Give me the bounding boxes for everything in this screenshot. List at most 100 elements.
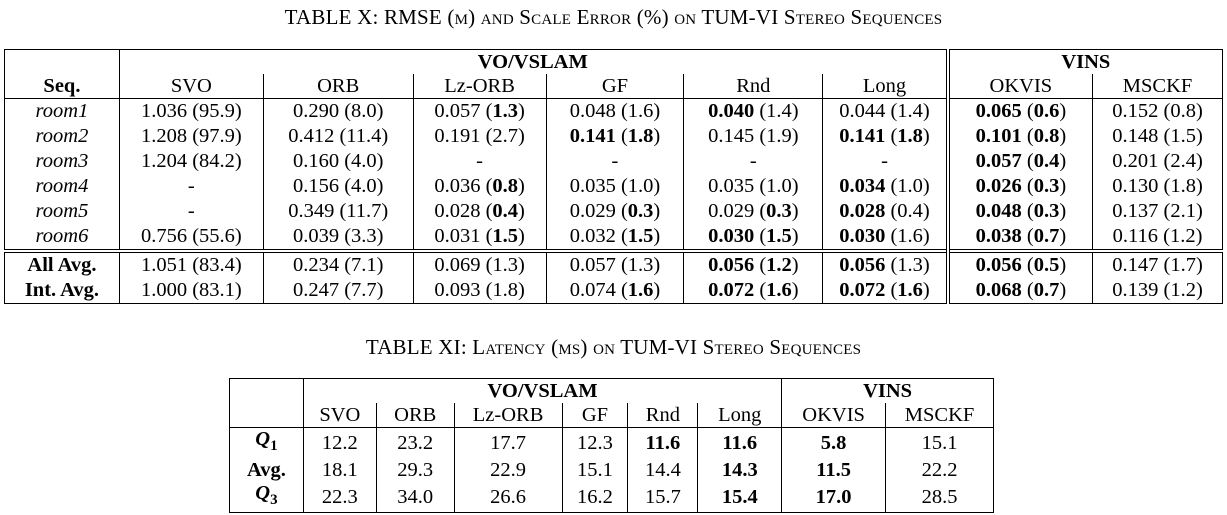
scale-error-value: 1.5 bbox=[766, 225, 792, 247]
table-cell: 0.234 (7.1) bbox=[262, 249, 414, 278]
scale-error-value: 0.7 bbox=[1033, 279, 1060, 301]
rmse-value: 0.072 bbox=[708, 279, 755, 301]
scale-error-value: 84.2 bbox=[199, 150, 235, 172]
scale-error-value: 0.4 bbox=[492, 200, 519, 222]
scale-error-value: 1.8 bbox=[492, 279, 519, 301]
scale-error-value: 1.3 bbox=[492, 100, 519, 122]
row-label-text: Avg. bbox=[246, 458, 286, 481]
seq-header: Seq. bbox=[4, 74, 120, 99]
missing-value: - bbox=[476, 150, 483, 172]
scale-error-value: 1.6 bbox=[897, 279, 923, 301]
rmse-value: 0.039 bbox=[292, 225, 340, 247]
scale-error-value: 11.4 bbox=[346, 125, 382, 147]
table-cell: 0.032 (1.5) bbox=[545, 224, 684, 251]
table-cell: - bbox=[119, 174, 263, 199]
rmse-value: 0.412 bbox=[288, 125, 335, 147]
column-header-rnd: Rnd bbox=[627, 403, 698, 428]
missing-value: - bbox=[187, 200, 195, 222]
rmse-value: 1.036 bbox=[140, 100, 188, 122]
table-cell: 0.044 (1.4) bbox=[822, 98, 948, 124]
rmse-value: 0.160 bbox=[292, 150, 340, 172]
rmse-value: 0.137 bbox=[1112, 200, 1159, 222]
latency-cell: 22.3 bbox=[321, 485, 358, 508]
table-cell: 1.036 (95.9) bbox=[119, 98, 264, 124]
rmse-value: 1.051 bbox=[140, 254, 188, 276]
summary-row: All Avg. 1.051 (83.4) 0.234 (7.1) 0.069 (1.… bbox=[4, 249, 1223, 278]
column-header-svo: SVO bbox=[170, 74, 212, 97]
column-header-msckf: MSCKF bbox=[1092, 74, 1223, 99]
table-cell: 0.036 (0.8) bbox=[412, 174, 547, 199]
missing-value: - bbox=[749, 150, 757, 172]
table-x-caption: TABLE X: RMSE (m) and Scale Error (%) on… bbox=[284, 5, 943, 29]
table-cell: 0.056 (1.2) bbox=[683, 249, 823, 278]
rmse-value: 0.044 bbox=[839, 100, 886, 122]
latency-cell: 29.3 bbox=[375, 458, 455, 483]
scale-error-value: 1.2 bbox=[1169, 225, 1196, 247]
rmse-value: 1.000 bbox=[140, 279, 188, 301]
rmse-value: 0.030 bbox=[839, 225, 886, 247]
sequence-label: room1 bbox=[4, 98, 120, 124]
latency-cell: 12.2 bbox=[303, 427, 377, 459]
table-cell: 0.048 (0.3) bbox=[945, 199, 1093, 224]
table-cell: 0.057 (0.4) bbox=[945, 149, 1093, 174]
table-cell: 0.057 (1.3) bbox=[412, 98, 547, 124]
rmse-value: 0.057 bbox=[975, 150, 1022, 172]
rmse-value: 0.036 bbox=[434, 175, 481, 197]
table-cell: 0.040 (1.4) bbox=[683, 98, 823, 124]
scale-error-value: 1.3 bbox=[897, 254, 923, 276]
scale-error-value: 83.4 bbox=[199, 254, 235, 276]
table-cell: 0.152 (0.8) bbox=[1092, 98, 1223, 124]
group-header-vins: VINS bbox=[781, 378, 994, 403]
row-label: Avg. bbox=[229, 458, 304, 483]
rmse-value: 0.065 bbox=[975, 100, 1022, 122]
scale-error-value: 1.2 bbox=[1170, 279, 1196, 301]
rmse-value: 0.068 bbox=[975, 279, 1022, 301]
latency-cell: 14.4 bbox=[627, 458, 698, 483]
scale-error-value: 1.3 bbox=[627, 254, 654, 276]
scale-error-value: 0.3 bbox=[766, 200, 792, 222]
scale-error-value: 1.5 bbox=[627, 225, 654, 247]
empty-row-label-cell bbox=[229, 403, 304, 428]
scale-error-value: 4.0 bbox=[351, 150, 377, 172]
latency-cell: 11.6 bbox=[627, 427, 698, 459]
latency-cell: 11.5 bbox=[781, 458, 886, 483]
rmse-value: 0.074 bbox=[569, 279, 616, 301]
missing-value: - bbox=[611, 150, 619, 172]
scale-error-value: 7.1 bbox=[351, 254, 377, 276]
latency-cell: 28.5 bbox=[885, 482, 994, 513]
summary-row: Int. Avg. 1.000 (83.1) 0.247 (7.7) 0.093 (1… bbox=[4, 278, 1223, 304]
rmse-value: 0.031 bbox=[434, 225, 481, 247]
latency-cell: 15.1 bbox=[885, 427, 994, 459]
table-cell: 0.074 (1.6) bbox=[545, 278, 684, 304]
scale-error-value: 0.3 bbox=[1033, 175, 1060, 197]
rmse-value: 0.029 bbox=[569, 200, 616, 222]
latency-cell: 16.2 bbox=[561, 482, 628, 513]
table-cell: 0.030 (1.6) bbox=[822, 224, 948, 251]
scale-error-value: 1.4 bbox=[897, 100, 923, 122]
scale-error-value: 0.8 bbox=[1170, 100, 1196, 122]
table-cell: 1.208 (97.9) bbox=[140, 125, 242, 147]
rmse-value: 0.141 bbox=[839, 125, 886, 147]
rmse-value: 0.035 bbox=[708, 175, 755, 197]
scale-error-value: 1.5 bbox=[1170, 125, 1196, 147]
latency-cell: 22.2 bbox=[885, 458, 994, 483]
column-header-lz-orb: Lz-ORB bbox=[412, 74, 547, 99]
scale-error-value: 83.1 bbox=[199, 279, 235, 301]
scale-error-value: 1.6 bbox=[897, 225, 923, 247]
column-header-orb: ORB bbox=[375, 403, 455, 428]
table-cell: 0.141 (1.8) bbox=[822, 124, 948, 149]
rmse-value: 0.234 bbox=[292, 254, 340, 276]
table-cell: 1.204 (84.2) bbox=[140, 150, 242, 172]
scale-error-value: 2.7 bbox=[492, 125, 519, 147]
rmse-value: 0.032 bbox=[569, 225, 616, 247]
row-label: Q1 bbox=[229, 427, 304, 459]
scale-error-value: 0.4 bbox=[1033, 150, 1060, 172]
table-cell: 1.000 (83.1) bbox=[140, 279, 242, 301]
table-cell: 0.048 (1.6) bbox=[545, 98, 684, 124]
scale-error-value: 11.7 bbox=[346, 200, 382, 222]
latency-cell: 17.0 bbox=[781, 482, 886, 513]
table-cell: - bbox=[412, 149, 547, 174]
table-row: Q1 12.2 23.2 17.7 12.3 11.6 11.6 5.8 15.1 bbox=[229, 427, 994, 459]
scale-error-value: 2.1 bbox=[1170, 200, 1196, 222]
column-header-msckf: MSCKF bbox=[885, 403, 994, 428]
